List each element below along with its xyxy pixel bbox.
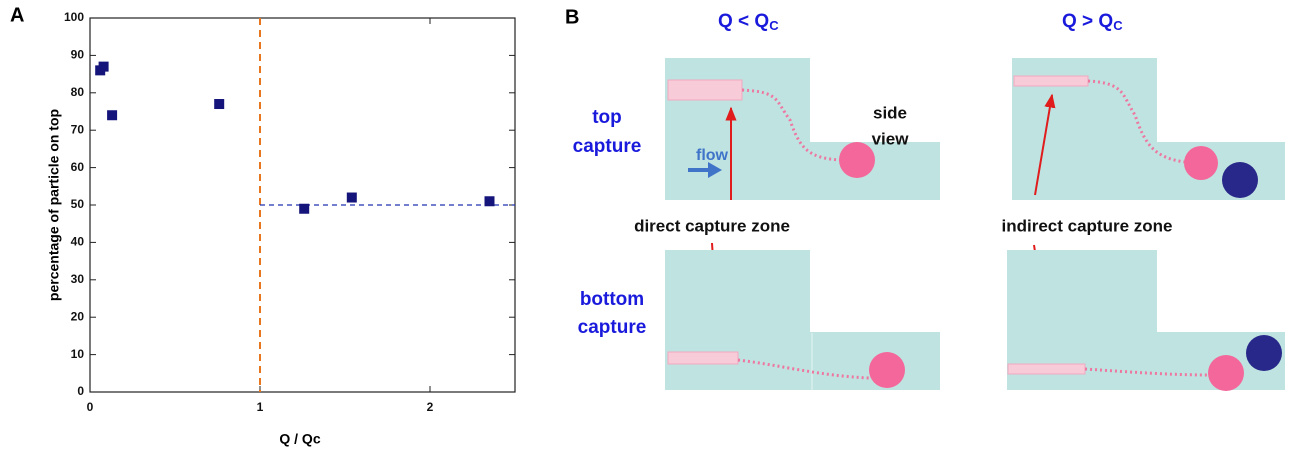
y-axis-label: percentage of particle on top (46, 109, 62, 301)
point (214, 99, 225, 110)
side-view-label: side (873, 103, 907, 122)
panel-label: B (565, 6, 579, 28)
channel-bottom-right (1007, 250, 1285, 391)
x-tick-label: 2 (427, 400, 434, 414)
y-tick-label: 40 (71, 235, 85, 249)
row-label: bottom (580, 289, 644, 310)
row-label: capture (578, 317, 647, 338)
row-label: top (592, 107, 622, 128)
panel-label: A (10, 4, 24, 26)
header: Q > QC (1062, 11, 1123, 33)
flow-label: flow (696, 147, 729, 164)
y-tick-label: 70 (71, 122, 85, 136)
y-tick-label: 10 (71, 347, 85, 361)
header: Q < QC (718, 11, 779, 33)
y-tick-label: 20 (71, 309, 85, 323)
x-tick-label: 0 (87, 400, 94, 414)
point (484, 196, 495, 207)
y-tick-label: 30 (71, 272, 85, 286)
row-label: capture (573, 136, 642, 157)
y-tick-label: 100 (64, 10, 84, 24)
y-tick-label: 90 (71, 48, 85, 62)
y-tick-label: 60 (71, 160, 85, 174)
y-tick-label: 50 (71, 197, 85, 211)
zone-label: indirect capture zone (1002, 216, 1173, 235)
x-tick-label: 1 (257, 400, 264, 414)
y-tick-label: 80 (71, 85, 85, 99)
zone-label: direct capture zone (634, 216, 790, 235)
point (346, 192, 357, 203)
channel-top-left (665, 58, 940, 342)
point (107, 110, 118, 121)
y-tick-label: 0 (77, 384, 84, 398)
channel-bottom-left (665, 250, 940, 390)
point (98, 61, 109, 72)
channel-top-right (1012, 58, 1285, 354)
x-axis-label: Q / Qc (279, 431, 320, 447)
point (299, 203, 310, 214)
side-view-label: view (872, 129, 910, 148)
